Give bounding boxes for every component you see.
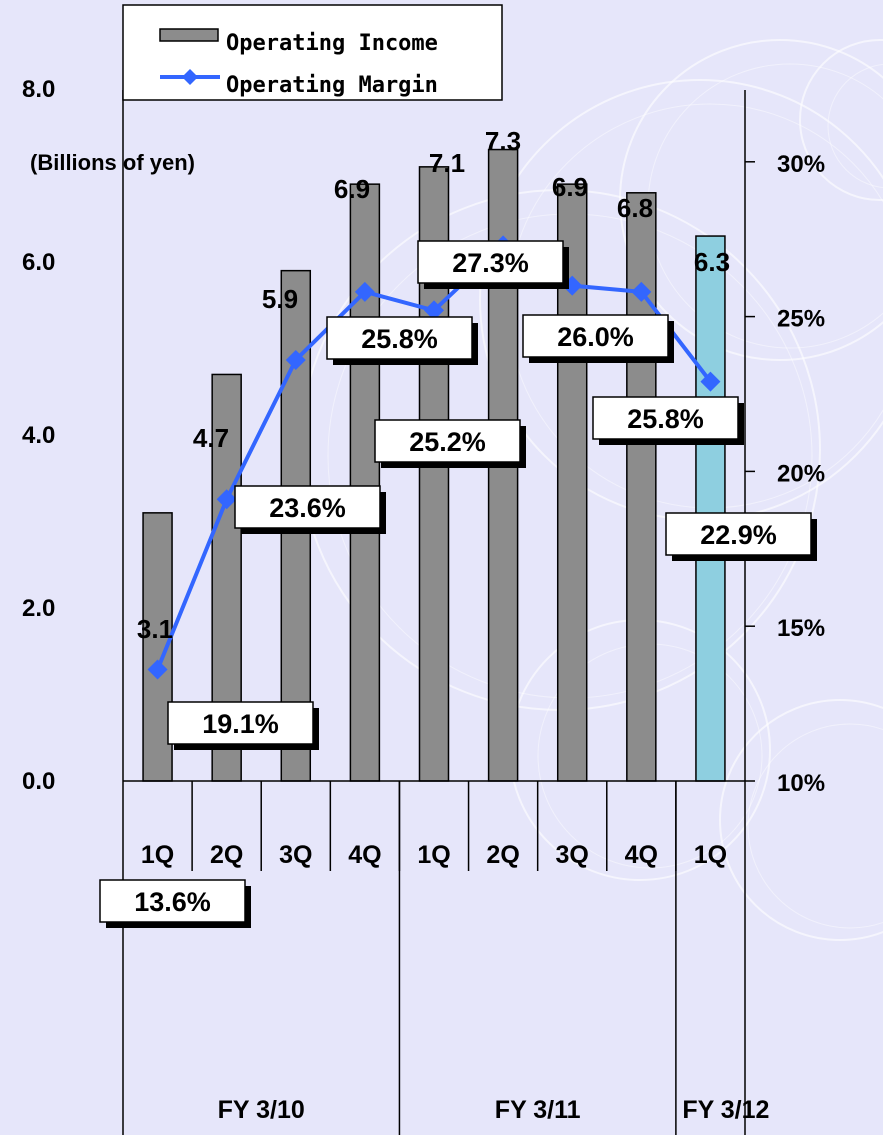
margin-point-0 <box>147 659 168 680</box>
bar-3 <box>349 183 381 782</box>
y-axis-label: (Billions of yen) <box>30 150 195 175</box>
y2-tick-label-1: 15% <box>777 615 825 642</box>
margin-label-box-2 <box>234 485 381 529</box>
margin-point-3 <box>354 281 375 302</box>
margin-label-box-7 <box>592 396 739 440</box>
y-tick-label-2: 4.0 <box>22 422 55 449</box>
margin-point-1 <box>216 489 237 510</box>
bg-swirl-inner-1 <box>647 63 883 349</box>
y-tick-label-1: 2.0 <box>22 595 55 622</box>
margin-point-8 <box>700 371 721 392</box>
bar-value-label-3: 6.9 <box>334 174 370 204</box>
group-label-2: FY 3/12 <box>682 1096 769 1124</box>
bar-value-label-8: 6.3 <box>694 247 730 277</box>
bar-value-label-6: 6.9 <box>552 172 588 202</box>
x-tick-label-3: 4Q <box>348 841 381 869</box>
y2-tick-label-3: 25% <box>777 306 825 333</box>
margin-point-2 <box>285 349 306 370</box>
bg-swirl-1 <box>619 39 883 361</box>
x-tick-label-8: 1Q <box>694 841 727 869</box>
margin-label-4: 25.2% <box>409 427 486 457</box>
bar-value-label-7: 6.8 <box>617 193 653 223</box>
y2-tick-label-0: 10% <box>777 770 825 797</box>
x-tick-label-6: 3Q <box>556 841 589 869</box>
y-tick-label-0: 0.0 <box>22 768 55 795</box>
bar-7 <box>626 192 657 782</box>
margin-label-6: 26.0% <box>557 322 634 352</box>
x-tick-label-2: 3Q <box>279 841 312 869</box>
x-tick-label-5: 2Q <box>486 841 519 869</box>
x-tick-label-1: 2Q <box>210 841 243 869</box>
y2-tick-label-2: 20% <box>777 460 825 487</box>
legend-bar-swatch <box>159 28 219 42</box>
margin-label-box-1 <box>167 701 314 745</box>
axes: 0.0 2.0 4.0 6.0 8.0 10% 15% 20% 25% 30% (Billions … <box>22 76 825 1135</box>
bar-8 <box>695 235 726 782</box>
bar-value-label-5: 7.3 <box>485 126 521 156</box>
margin-label-7: 25.8% <box>627 404 704 434</box>
x-tick-label-7: 4Q <box>625 841 658 869</box>
x-tick-label-4: 1Q <box>417 841 450 869</box>
bar-value-label-1: 4.7 <box>193 423 229 453</box>
group-label-1: FY 3/11 <box>495 1096 581 1124</box>
legend-label-1: Operating Margin <box>226 73 438 98</box>
bg-swirl-inner-5 <box>827 63 883 189</box>
margin-point-4 <box>424 300 444 321</box>
margin-label-3: 25.8% <box>361 324 438 354</box>
margin-label-5: 27.3% <box>452 248 529 278</box>
margin-label-box-4 <box>374 419 521 463</box>
bar-value-label-4: 7.1 <box>429 148 465 178</box>
bg-swirl-inner-3 <box>747 723 883 929</box>
margin-point-7 <box>631 281 652 302</box>
bar-value-label-0: 3.1 <box>137 614 173 644</box>
bg-swirl-0 <box>479 79 883 521</box>
margin-label-box-5 <box>417 240 564 284</box>
margin-label-0: 13.6% <box>134 887 211 917</box>
y-tick-label-4: 8.0 <box>22 76 55 103</box>
bg-swirl-3 <box>719 699 883 941</box>
legend-box <box>122 4 503 101</box>
margin-label-1: 19.1% <box>202 709 279 739</box>
margin-label-box-8 <box>665 512 812 556</box>
margin-label-box-0 <box>99 879 246 923</box>
group-label-0: FY 3/10 <box>218 1096 305 1124</box>
margin-label-box-3 <box>326 316 473 360</box>
legend-label-0: Operating Income <box>226 31 438 56</box>
margin-label-2: 23.6% <box>269 493 346 523</box>
bg-swirl-5 <box>799 39 883 201</box>
bar-value-label-2: 5.9 <box>262 284 298 314</box>
margin-label-box-6 <box>522 314 669 358</box>
data-labels: 3.1 4.7 5.9 6.9 7.1 7.3 6.9 6.8 6.3 13.6% 19.1% 23.… <box>99 126 817 928</box>
legend-diamond-swatch <box>182 69 198 85</box>
legend: Operating Income Operating Margin <box>122 4 503 101</box>
x-tick-label-0: 1Q <box>141 841 174 869</box>
margin-label-8: 22.9% <box>700 520 777 550</box>
y-tick-label-3: 6.0 <box>22 249 55 276</box>
y2-tick-label-4: 30% <box>777 151 825 178</box>
